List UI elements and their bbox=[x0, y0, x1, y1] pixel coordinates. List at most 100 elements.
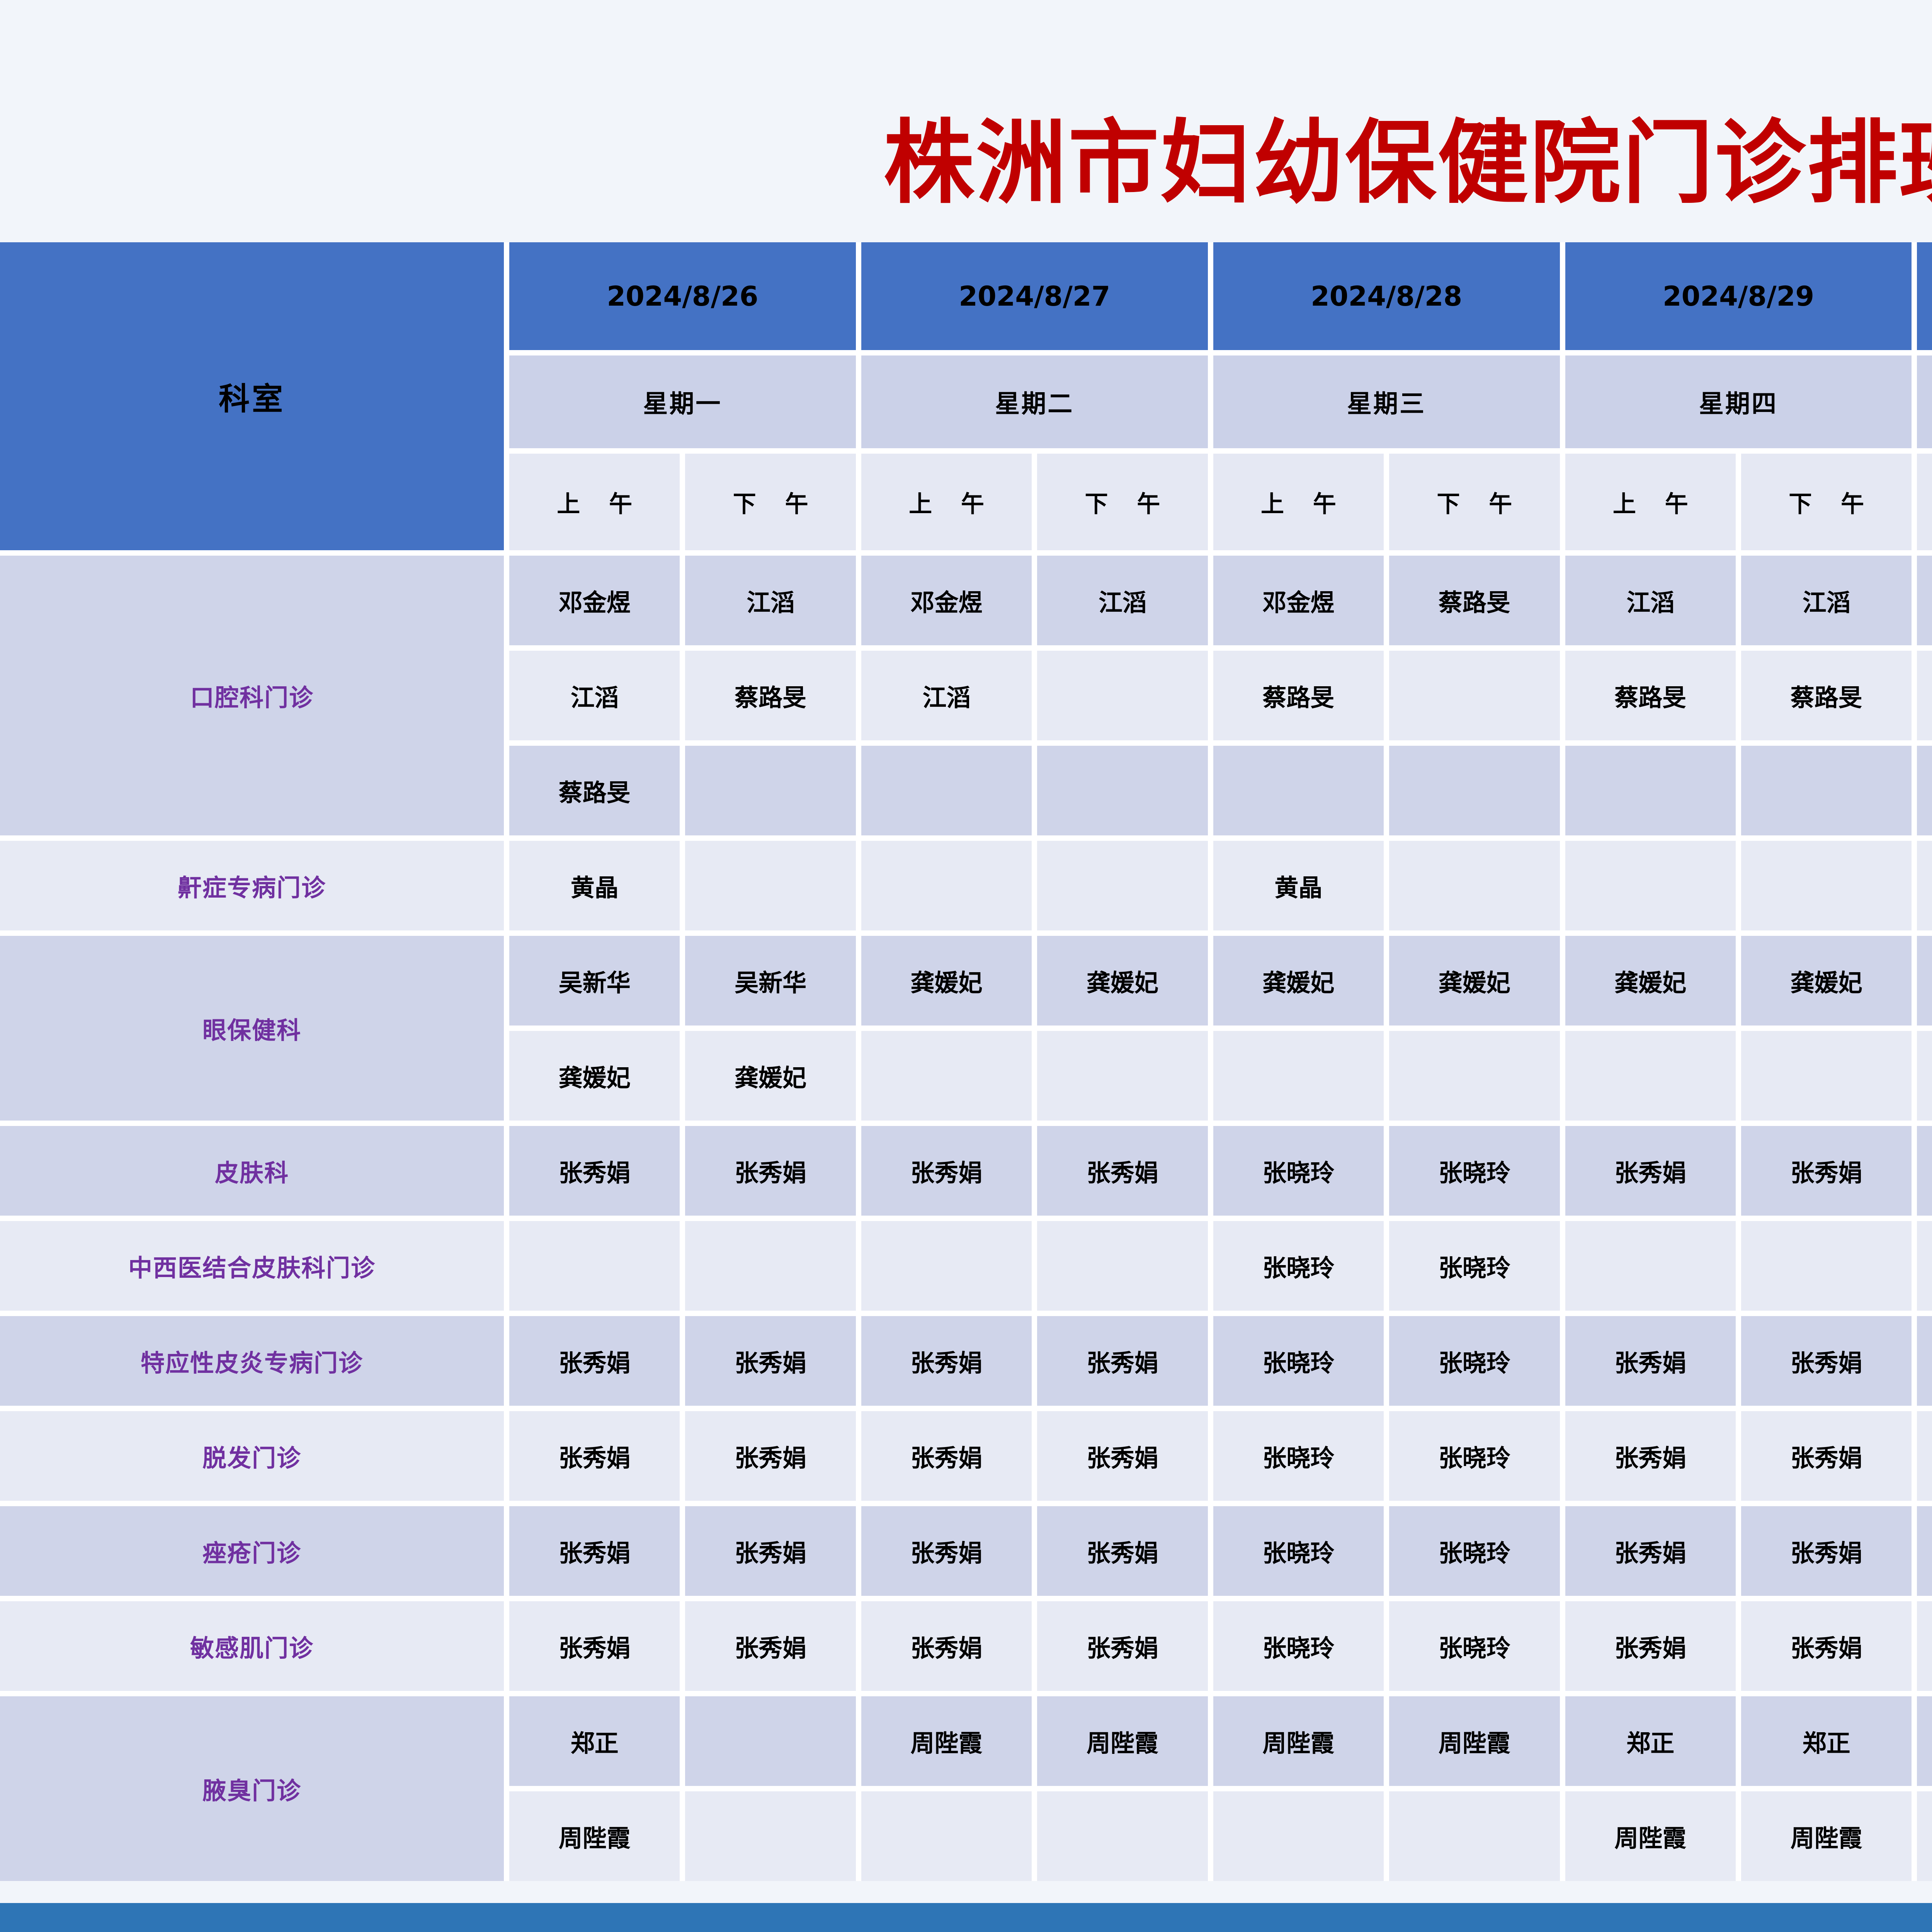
schedule-cell: 张秀娟 bbox=[1741, 1316, 1912, 1406]
schedule-cell: 郑正 bbox=[1741, 1696, 1912, 1786]
schedule-cell: 张秀娟 bbox=[1741, 1126, 1912, 1216]
schedule-cell: 龚媛妃 bbox=[1389, 936, 1560, 1026]
schedule-cell: 张秀娟 bbox=[861, 1506, 1032, 1596]
schedule-cell: 邓金煜 bbox=[861, 556, 1032, 645]
department-label: 鼾症专病门诊 bbox=[0, 841, 504, 930]
department-label: 眼保健科 bbox=[0, 936, 504, 1121]
schedule-cell: 邓金煜 bbox=[509, 556, 680, 645]
schedule-cell: 张秀娟 bbox=[685, 1316, 856, 1406]
footer-decoration-bar bbox=[0, 1903, 1932, 1932]
schedule-cell bbox=[509, 1221, 680, 1311]
schedule-cell bbox=[1565, 746, 1736, 835]
schedule-table: 科室 2024/8/26 星期一上 午下 午 2024/8/27 星期二上 午下 午 20… bbox=[0, 242, 1932, 1881]
session-header-am: 上 午 bbox=[1213, 454, 1384, 550]
schedule-cell: 张晓玲 bbox=[1917, 1316, 1932, 1406]
schedule-cell: 张秀娟 bbox=[861, 1411, 1032, 1501]
schedule-cell: 张秀娟 bbox=[1741, 1506, 1912, 1596]
schedule-cell: 张秀娟 bbox=[685, 1126, 856, 1216]
schedule-cell: 张秀娟 bbox=[1565, 1411, 1736, 1501]
schedule-cell: 张晓玲 bbox=[1917, 1506, 1932, 1596]
schedule-cell: 张晓玲 bbox=[1389, 1506, 1560, 1596]
schedule-cell: 周陛霞 bbox=[861, 1696, 1032, 1786]
schedule-cell: 蔡路旻 bbox=[509, 746, 680, 835]
schedule-cell: 江滔 bbox=[861, 651, 1032, 740]
schedule-cell: 江滔 bbox=[1565, 556, 1736, 645]
schedule-cell bbox=[685, 746, 856, 835]
schedule-cell bbox=[1389, 746, 1560, 835]
schedule-cell: 邓金煜 bbox=[1917, 556, 1932, 645]
schedule-cell: 张秀娟 bbox=[509, 1411, 680, 1501]
session-header-pm: 下 午 bbox=[1037, 454, 1208, 550]
schedule-cell: 张秀娟 bbox=[509, 1506, 680, 1596]
session-header-am: 上 午 bbox=[861, 454, 1032, 550]
schedule-cell: 张晓玲 bbox=[1389, 1411, 1560, 1501]
schedule-cell: 张晓玲 bbox=[1917, 1601, 1932, 1691]
schedule-cell: 张秀娟 bbox=[509, 1601, 680, 1691]
schedule-cell: 张秀娟 bbox=[1565, 1126, 1736, 1216]
schedule-cell: 江滔 bbox=[685, 556, 856, 645]
schedule-cell bbox=[1037, 651, 1208, 740]
department-label: 腋臭门诊 bbox=[0, 1696, 504, 1881]
schedule-cell: 张秀娟 bbox=[861, 1126, 1032, 1216]
schedule-cell bbox=[1741, 1221, 1912, 1311]
schedule-cell: 张晓玲 bbox=[1389, 1126, 1560, 1216]
schedule-cell: 张秀娟 bbox=[509, 1126, 680, 1216]
schedule-cell: 龚媛妃 bbox=[1741, 936, 1912, 1026]
schedule-cell: 张秀娟 bbox=[861, 1601, 1032, 1691]
schedule-cell: 张秀娟 bbox=[1037, 1411, 1208, 1501]
session-header-am: 上 午 bbox=[509, 454, 680, 550]
page-title: 株洲市妇幼保健院门诊排班表 bbox=[883, 110, 1932, 216]
schedule-cell bbox=[1565, 1221, 1736, 1311]
schedule-cell: 蔡路旻 bbox=[685, 651, 856, 740]
session-header-pm: 下 午 bbox=[1741, 454, 1912, 550]
date-header: 2024/8/28 bbox=[1213, 242, 1560, 350]
schedule-cell bbox=[1741, 841, 1912, 930]
schedule-cell bbox=[861, 1031, 1032, 1121]
footer-blue-bar bbox=[0, 1903, 1932, 1932]
department-label: 中西医结合皮肤科门诊 bbox=[0, 1221, 504, 1311]
department-label: 口腔科门诊 bbox=[0, 556, 504, 835]
schedule-cell: 张秀娟 bbox=[685, 1506, 856, 1596]
schedule-cell: 黄晶 bbox=[509, 841, 680, 930]
department-label: 脱发门诊 bbox=[0, 1411, 504, 1501]
date-header: 2024/8/30 bbox=[1917, 242, 1932, 350]
schedule-cell bbox=[685, 841, 856, 930]
schedule-cell bbox=[1037, 746, 1208, 835]
schedule-cell: 吴新华 bbox=[1917, 936, 1932, 1026]
schedule-cell bbox=[1741, 1031, 1912, 1121]
department-label: 痤疮门诊 bbox=[0, 1506, 504, 1596]
schedule-cell: 周陛霞 bbox=[509, 1791, 680, 1881]
schedule-cell bbox=[1565, 1031, 1736, 1121]
schedule-cell: 张晓玲 bbox=[1917, 1126, 1932, 1216]
department-label: 敏感肌门诊 bbox=[0, 1601, 504, 1691]
schedule-cell bbox=[1565, 841, 1736, 930]
schedule-cell: 江滔 bbox=[1917, 651, 1932, 740]
schedule-cell: 张秀娟 bbox=[1037, 1506, 1208, 1596]
schedule-cell: 江滔 bbox=[1741, 556, 1912, 645]
schedule-cell: 吴新华 bbox=[509, 936, 680, 1026]
date-header: 2024/8/27 bbox=[861, 242, 1208, 350]
weekday-header: 星期五 bbox=[1917, 355, 1932, 448]
schedule-cell bbox=[1037, 1791, 1208, 1881]
schedule-cell: 龚媛妃 bbox=[509, 1031, 680, 1121]
schedule-cell: 江滔 bbox=[509, 651, 680, 740]
department-label: 皮肤科 bbox=[0, 1126, 504, 1216]
schedule-cell bbox=[685, 1221, 856, 1311]
department-label: 特应性皮炎专病门诊 bbox=[0, 1316, 504, 1406]
schedule-cell: 张秀娟 bbox=[1741, 1601, 1912, 1691]
schedule-cell: 张晓玲 bbox=[1389, 1316, 1560, 1406]
schedule-cell: 周陛霞 bbox=[1389, 1696, 1560, 1786]
session-header-pm: 下 午 bbox=[685, 454, 856, 550]
session-header-pm: 下 午 bbox=[1389, 454, 1560, 550]
schedule-cell: 江滔 bbox=[1037, 556, 1208, 645]
schedule-cell bbox=[1917, 1031, 1932, 1121]
schedule-cell bbox=[1389, 841, 1560, 930]
session-header-am: 上 午 bbox=[1565, 454, 1736, 550]
schedule-cell: 蔡路旻 bbox=[1565, 651, 1736, 740]
schedule-cell: 张晓玲 bbox=[1213, 1316, 1384, 1406]
schedule-cell bbox=[1389, 1031, 1560, 1121]
schedule-cell bbox=[1037, 1031, 1208, 1121]
schedule-cell: 张秀娟 bbox=[1565, 1506, 1736, 1596]
schedule-cell: 周陛霞 bbox=[1741, 1791, 1912, 1881]
schedule-cell: 邓金煜 bbox=[1213, 556, 1384, 645]
